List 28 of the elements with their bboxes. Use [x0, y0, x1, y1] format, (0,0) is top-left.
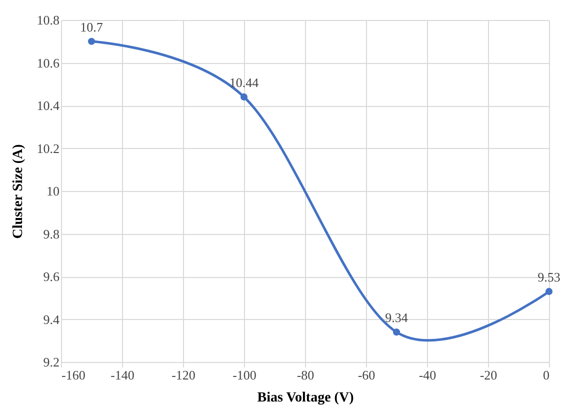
- x-tick-label: -80: [296, 368, 314, 382]
- y-tick-label: 10.8: [36, 12, 60, 28]
- y-tick-label: 9.2: [43, 354, 60, 370]
- y-tick-label: 9.8: [43, 226, 60, 242]
- x-tick-label: -60: [358, 368, 376, 382]
- y-tick-label: 10.4: [36, 98, 60, 113]
- y-tick-label: 9.6: [43, 269, 60, 284]
- x-tick-label: -40: [418, 368, 436, 382]
- point: [88, 38, 96, 45]
- x-tick-label: -140: [110, 368, 134, 382]
- data-label: 9.53: [538, 269, 560, 284]
- y-tick-label: 9.4: [43, 312, 60, 327]
- y-axis-title: Cluster Size (A): [10, 144, 26, 239]
- data-label: 9.34: [385, 310, 408, 326]
- x-tick-label: -20: [480, 368, 498, 382]
- x-tick-label: -120: [172, 368, 196, 382]
- x-tick-label: -160: [62, 368, 86, 382]
- data-label: 10.7: [80, 19, 104, 34]
- y-tick-label: 10.6: [36, 55, 60, 70]
- y-tick-label: 10.2: [36, 140, 60, 156]
- point: [240, 93, 248, 100]
- point: [392, 328, 400, 336]
- point: [545, 288, 553, 295]
- x-tick-label: 0: [543, 368, 550, 382]
- x-tick-label: -100: [232, 368, 256, 382]
- y-tick-label: 10: [46, 184, 60, 198]
- data-label: 10.44: [229, 74, 260, 90]
- x-axis-title: Bias Voltage (V): [257, 390, 354, 406]
